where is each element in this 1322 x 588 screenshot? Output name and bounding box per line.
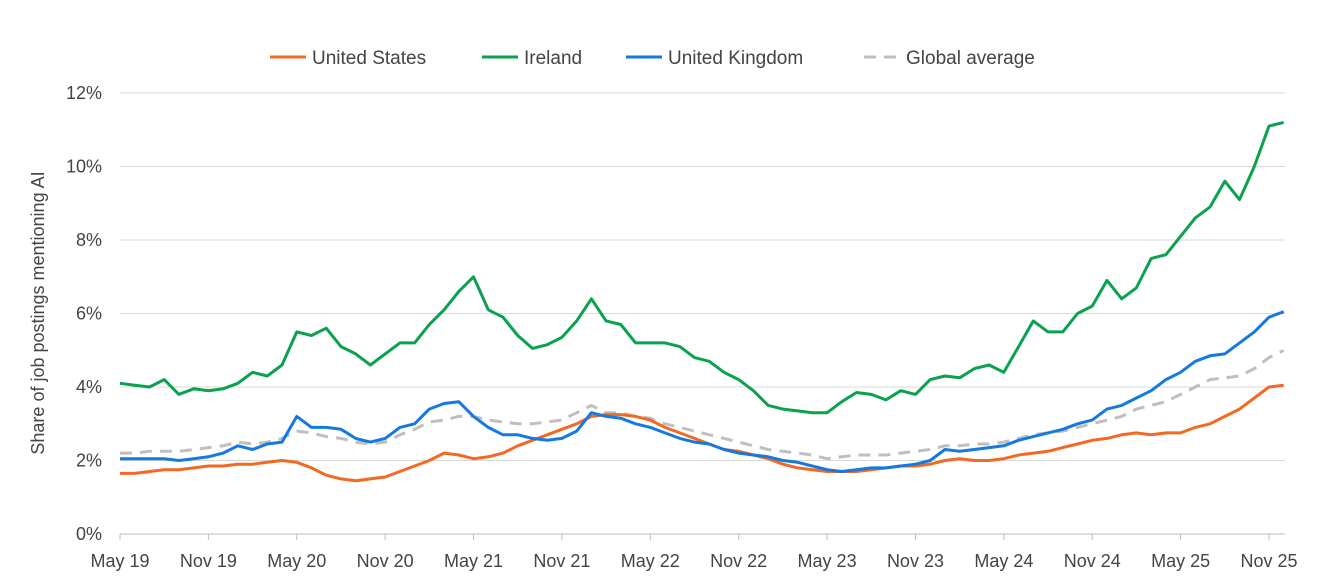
x-axis-ticks: May 19 Nov 19 May 20 Nov 20 May 21 Nov 21 May … — [90, 534, 1298, 571]
y-tick-label: 8% — [76, 230, 102, 250]
x-tick-label: May 20 — [267, 551, 326, 571]
x-tick-label: Nov 24 — [1064, 551, 1121, 571]
y-tick-label: 4% — [76, 377, 102, 397]
legend-label: Ireland — [524, 48, 582, 69]
y-tick-label: 10% — [66, 157, 102, 177]
legend-item: Ireland — [482, 48, 582, 69]
y-axis-label: Share of job postings mentioning AI — [28, 171, 48, 454]
y-tick-label: 2% — [76, 451, 102, 471]
x-tick-label: Nov 20 — [357, 551, 414, 571]
legend-label: Global average — [906, 48, 1035, 69]
x-tick-label: Nov 22 — [710, 551, 767, 571]
y-axis-ticks: 0% 2% 4% 6% 8% 10% 12% — [66, 83, 102, 544]
series-lines — [119, 120, 1285, 483]
x-tick-label: Nov 21 — [533, 551, 590, 571]
legend-item: United States — [270, 48, 426, 69]
series-line-united-states — [120, 383, 1284, 483]
x-tick-label: Nov 23 — [887, 551, 944, 571]
x-tick-label: May 25 — [1151, 551, 1210, 571]
gridlines — [120, 92, 1285, 535]
series-line-global-average — [120, 348, 1285, 461]
x-tick-label: May 23 — [798, 551, 857, 571]
legend-item: United Kingdom — [626, 48, 803, 69]
series-line-united-kingdom — [120, 310, 1285, 473]
legend: United States Ireland United Kingdom Global… — [270, 48, 1035, 69]
y-tick-label: 0% — [76, 524, 102, 544]
legend-label: United States — [312, 48, 426, 69]
y-tick-label: 12% — [66, 83, 102, 103]
legend-item: Global average — [864, 48, 1035, 69]
x-tick-label: May 24 — [974, 551, 1033, 571]
x-tick-label: May 22 — [621, 551, 680, 571]
x-tick-label: May 21 — [444, 551, 503, 571]
legend-label: United Kingdom — [668, 48, 803, 69]
x-tick-label: Nov 25 — [1240, 551, 1297, 571]
x-tick-label: May 19 — [90, 551, 149, 571]
series-line-ireland — [119, 120, 1285, 415]
y-tick-label: 6% — [76, 304, 102, 324]
x-tick-label: Nov 19 — [180, 551, 237, 571]
